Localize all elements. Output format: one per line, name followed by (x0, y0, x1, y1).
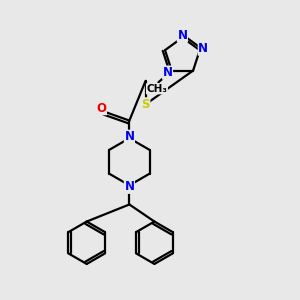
Text: O: O (96, 102, 106, 115)
Text: CH₃: CH₃ (146, 84, 167, 94)
Text: N: N (124, 130, 134, 143)
Text: N: N (163, 66, 172, 79)
Text: N: N (177, 29, 188, 42)
Text: N: N (198, 42, 208, 55)
Text: S: S (141, 98, 150, 111)
Text: N: N (124, 180, 134, 193)
